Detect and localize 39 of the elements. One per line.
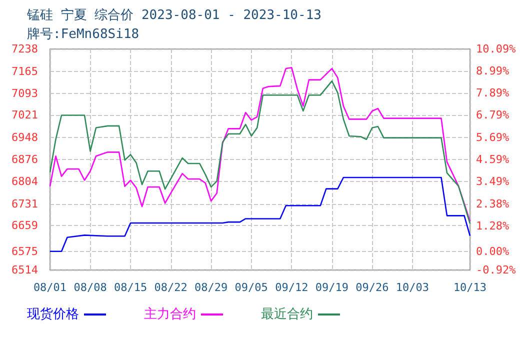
x-tick-label: 08/01 [33,281,67,294]
chart-subtitle: 牌号:FeMn68Si18 [27,27,140,42]
x-tick-label: 09/05 [234,281,268,294]
y2-tick-label: 0.00% [476,245,510,258]
y2-tick-label: -0.92% [476,264,516,276]
y-tick-label: 7165 [12,64,38,78]
line-series [49,176,471,252]
legend-label: 主力合约 [144,306,196,322]
y2-tick-label: 10.09% [476,42,516,56]
x-tick-label: 09/12 [275,281,308,294]
y2-tick-label: 2.38% [476,197,510,210]
y-tick-label: 7021 [12,108,38,122]
y-tick-label: 6804 [12,174,38,188]
y-tick-label: 6876 [12,153,38,166]
y2-tick-label: 1.28% [476,219,510,232]
x-tick-label: 08/08 [74,281,107,294]
y2-tick-label: 8.99% [476,64,510,78]
y2-tick-label: 3.49% [476,174,510,188]
x-tick-label: 09/19 [315,281,348,294]
y2-tick-label: 7.89% [476,86,510,100]
y2-tick-label: 5.69% [476,130,510,144]
y-tick-label: 6948 [12,131,38,144]
y-tick-label: 6514 [12,264,38,276]
chart-title: 锰硅 宁夏 综合价 2023-08-01 - 2023-10-13 [26,7,322,23]
x-tick-label: 10/13 [453,281,487,294]
y-tick-label: 6659 [12,219,38,232]
y-tick-label: 7238 [12,42,38,56]
x-tick-label: 08/29 [194,281,228,294]
y2-tick-label: 6.79% [476,108,510,122]
x-tick-label: 09/26 [356,281,389,294]
legend-label: 最近合约 [261,307,313,322]
x-tick-label: 08/15 [114,281,148,294]
x-tick-label: 08/22 [154,281,188,294]
y2-tick-label: 4.59% [476,152,510,166]
y-tick-label: 6575 [12,244,38,258]
y-tick-label: 6731 [12,197,38,210]
legend-label: 现货价格 [27,307,79,322]
x-tick-label: 10/03 [396,281,430,294]
y-tick-label: 7093 [12,86,38,100]
